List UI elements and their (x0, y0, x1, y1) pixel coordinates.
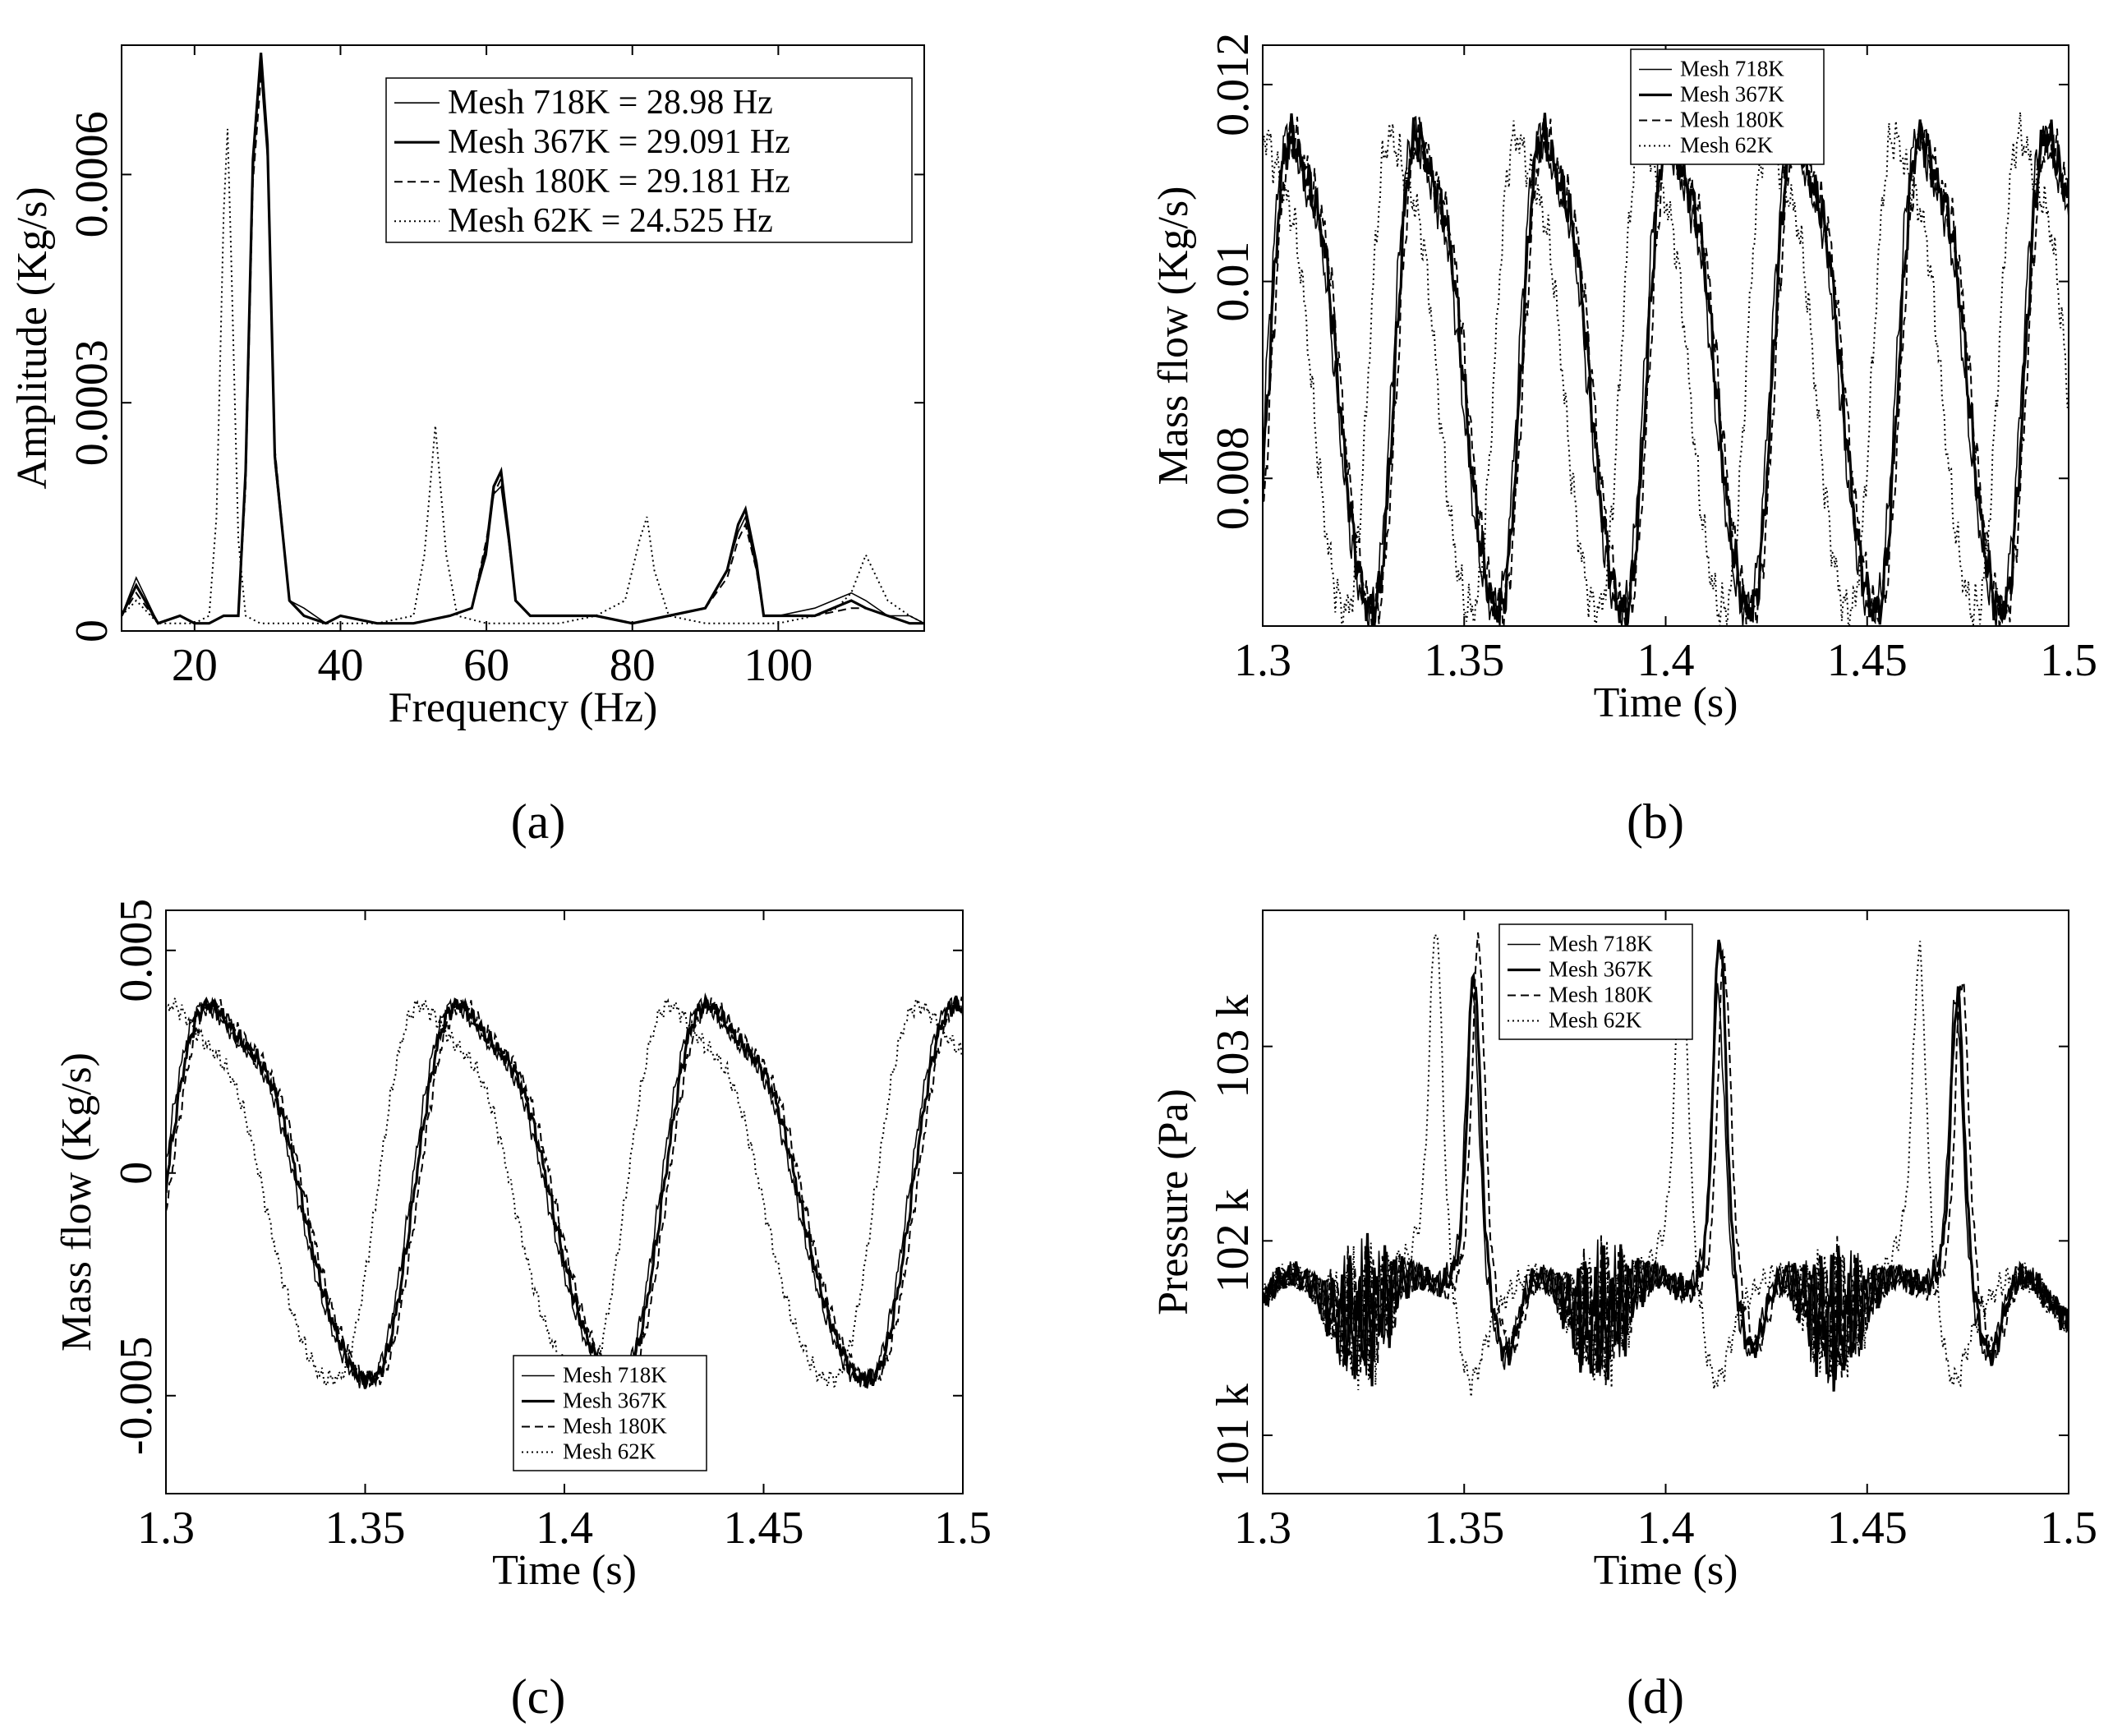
x-tick-label: 1.35 (1424, 1503, 1504, 1554)
legend-label: Mesh 62K (563, 1439, 656, 1464)
panel-d: 1.3 1.35 1.4 1.45 1.5 101 k 102 k 103 k Time (s)… (1150, 909, 2097, 1724)
x-tick-label: 1.35 (325, 1503, 406, 1554)
legend-label: Mesh 718K = 28.98 Hz (448, 84, 773, 122)
x-tick-label: 1.5 (934, 1503, 992, 1554)
series-line-367k (1263, 939, 2069, 1392)
series-line-718k (166, 997, 963, 1389)
x-tick-label: 1.3 (1234, 635, 1291, 686)
y-tick-label: 0.008 (1208, 426, 1259, 530)
x-tick-label: 1.45 (1827, 1503, 1908, 1554)
y-tick-label: 101 k (1208, 1384, 1259, 1487)
panel-a: 20 40 60 80 100 0 0.0003 0.0006 Frequency (Hz) Am… (9, 44, 925, 849)
series-line-180k (1263, 932, 2069, 1386)
x-tick-label: 1.45 (724, 1503, 804, 1554)
legend-label: Mesh 718K (1549, 932, 1653, 956)
plot-frame (121, 44, 925, 632)
legend-label: Mesh 718K (1680, 57, 1784, 81)
y-axis-label: Pressure (Pa) (1150, 1089, 1197, 1315)
x-tick-label: 80 (610, 640, 656, 691)
legend-box (513, 1355, 707, 1471)
series-line-180k (166, 997, 963, 1388)
legend-box (1630, 48, 1825, 165)
series-line-367k (166, 992, 963, 1389)
legend-label: Mesh 367K (563, 1388, 667, 1413)
legend-label: Mesh 718K (563, 1363, 667, 1388)
legend-label: Mesh 62K (1680, 133, 1774, 158)
legend-label: Mesh 180K = 29.181 Hz (448, 163, 790, 200)
series-line-62k (166, 996, 963, 1388)
panel-b: 1.3 1.35 1.4 1.45 1.5 0.008 0.01 0.012 Time (s) M… (1150, 33, 2097, 849)
x-tick-label: 1.4 (536, 1503, 593, 1554)
x-tick-label: 1.45 (1827, 635, 1908, 686)
y-axis-label: Amplitude (Kg/s) (9, 186, 56, 489)
panel-letter: (a) (511, 794, 566, 849)
x-tick-label: 1.35 (1424, 635, 1504, 686)
x-tick-label: 60 (463, 640, 509, 691)
x-axis-label: Time (s) (1594, 1547, 1738, 1594)
series-line-180k (122, 67, 924, 624)
y-tick-label: 0 (111, 1162, 162, 1185)
y-axis-label: Mass flow (Kg/s) (1150, 186, 1197, 486)
panel-c: 1.3 1.35 1.4 1.45 1.5 -0.005 0 0.005 Time (s) Mas… (53, 899, 992, 1724)
y-tick-label: 0.01 (1208, 242, 1259, 322)
series-line-62k (1263, 112, 2069, 626)
legend-label: Mesh 62K (1549, 1008, 1642, 1033)
legend-label: Mesh 180K (1680, 108, 1784, 132)
x-tick-label: 1.4 (1637, 635, 1695, 686)
panel-letter: (b) (1627, 794, 1684, 849)
y-tick-label: 0 (67, 619, 117, 642)
legend-label: Mesh 367K (1680, 82, 1784, 107)
y-axis-label: Mass flow (Kg/s) (53, 1052, 100, 1352)
legend-label: Mesh 367K = 29.091 Hz (448, 123, 790, 161)
x-tick-label: 100 (743, 640, 813, 691)
series-line-367k (1263, 113, 2069, 626)
y-tick-label: 0.005 (111, 899, 162, 1002)
legend-label: Mesh 180K (1549, 983, 1653, 1007)
panel-letter: (c) (511, 1669, 566, 1724)
x-tick-label: 1.5 (2040, 1503, 2097, 1554)
x-tick-label: 1.5 (2040, 635, 2097, 686)
y-tick-label: 0.0006 (67, 111, 117, 237)
x-axis-label: Frequency (Hz) (389, 684, 658, 731)
x-tick-label: 20 (172, 640, 218, 691)
panel-letter: (d) (1627, 1669, 1684, 1724)
x-tick-label: 1.3 (137, 1503, 195, 1554)
legend-label: Mesh 367K (1549, 957, 1653, 982)
legend-box (1498, 923, 1693, 1040)
x-tick-label: 1.3 (1234, 1503, 1291, 1554)
x-axis-label: Time (s) (1594, 679, 1738, 726)
legend-box (385, 77, 913, 243)
x-tick-label: 40 (317, 640, 363, 691)
y-tick-label: 103 k (1208, 995, 1259, 1098)
y-tick-label: 102 k (1208, 1189, 1259, 1292)
y-tick-label: -0.005 (111, 1336, 162, 1455)
x-tick-label: 1.4 (1637, 1503, 1695, 1554)
y-tick-label: 0.012 (1208, 33, 1259, 136)
legend-label: Mesh 180K (563, 1414, 667, 1439)
x-axis-label: Time (s) (492, 1547, 637, 1594)
y-tick-label: 0.0003 (67, 339, 117, 466)
series-line-62k (1263, 933, 2069, 1398)
legend-label: Mesh 62K = 24.525 Hz (448, 202, 773, 240)
